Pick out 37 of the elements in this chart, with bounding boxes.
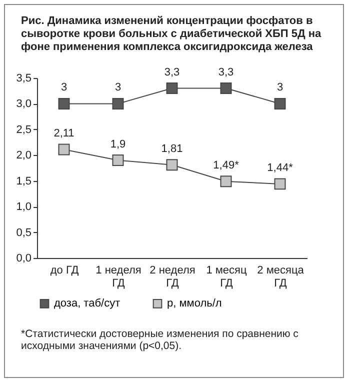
point (220, 176, 232, 188)
point (220, 82, 232, 94)
point (112, 98, 124, 110)
data-label: 1,44* (267, 162, 294, 174)
y-tick-label: 3,0 (16, 98, 32, 110)
y-tick-label: 0,5 (16, 226, 32, 239)
x-tick-label: до ГД (50, 264, 80, 276)
x-tick-label: 2 неделя ГД (150, 264, 196, 290)
y-tick-label: 3,5 (16, 72, 32, 84)
data-label: 3 (60, 82, 68, 94)
legend-label: доза, таб/сут (54, 298, 120, 310)
point (58, 98, 70, 110)
point (166, 82, 178, 94)
legend-label: р, ммоль/л (167, 298, 222, 310)
point (112, 154, 124, 166)
data-label: 3 (114, 82, 122, 94)
data-label: 3,3 (218, 66, 234, 78)
point (58, 144, 70, 156)
data-label: 1,81 (161, 142, 183, 155)
y-tick-label: 2,5 (16, 124, 32, 136)
point (274, 178, 286, 190)
text: *Статистически достоверные изменения по сравнению с исходными значениями (р<0,05). (20, 328, 300, 352)
y-tick-label: 2,0 (16, 150, 32, 162)
point (166, 159, 178, 171)
x-tick-label: 1 неделя ГД (96, 264, 142, 290)
data-label: 1,49* (213, 159, 240, 172)
chart-title: Рис. Динамика изменений концентрации фосфатов в сыворотке крови больных с диабетической ХБП 5Д на фоне применения комплекса оксигидроксида железа (20, 14, 322, 54)
data-label: 2,11 (54, 127, 74, 140)
data-label: 1,9 (110, 138, 126, 150)
data-label: 3 (276, 82, 284, 94)
y-tick-label: 1,0 (16, 201, 32, 214)
x-tick-label: 1 месяц ГД (206, 264, 248, 290)
data-label: 3,3 (164, 66, 180, 78)
y-tick-label: 0,0 (16, 252, 32, 264)
x-tick-label: 2 месяца ГД (257, 264, 305, 290)
y-tick-label: 1,5 (16, 175, 32, 188)
point (274, 98, 286, 110)
